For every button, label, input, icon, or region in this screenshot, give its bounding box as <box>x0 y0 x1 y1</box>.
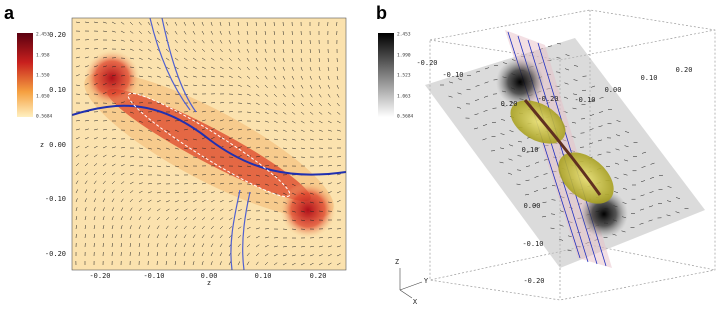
axis-tick-label: 0.10 <box>641 74 658 82</box>
y-axis-label: z <box>40 141 44 149</box>
colorbar-label: 2.453 <box>397 32 411 38</box>
colorbar <box>17 33 33 117</box>
colorbar-label: 1.550 <box>36 73 50 79</box>
y-tick-label: -0.10 <box>45 195 66 203</box>
density-peak <box>280 182 336 238</box>
axis-tick-label: -0.10 <box>442 71 463 79</box>
colorbar-label: 0.5684 <box>397 114 414 120</box>
axis-tick-label: -0.10 <box>574 96 595 104</box>
axis-triad <box>400 268 422 298</box>
triad-label: X <box>413 298 418 306</box>
x-tick-label: -0.10 <box>143 272 164 280</box>
axis-tick-label: 0.10 <box>522 146 539 154</box>
x-axis-label: z <box>207 279 211 287</box>
field-plot <box>69 18 349 270</box>
colorbar-label: 1.958 <box>36 53 50 59</box>
axis-tick-label: -0.10 <box>522 240 543 248</box>
colorbar-label: 1.050 <box>36 94 50 100</box>
y-tick-label: 0.00 <box>49 141 66 149</box>
y-tick-label: 0.10 <box>49 86 66 94</box>
panel-label: b <box>376 3 387 23</box>
triad-label: Z <box>395 258 399 266</box>
axis-tick-label: 0.20 <box>676 66 693 74</box>
axis-tick-label: -0.20 <box>537 95 558 103</box>
triad-axis <box>400 282 422 290</box>
colorbar-label: 1.990 <box>397 53 411 59</box>
colorbar-label: 2.453 <box>36 32 50 38</box>
axis-tick-label: 0.00 <box>524 202 541 210</box>
colorbar-label: 1.523 <box>397 73 411 79</box>
y-tick-label: 0.20 <box>49 31 66 39</box>
colorbar-label: 1.063 <box>397 94 411 100</box>
axis-tick-label: 0.00 <box>605 86 622 94</box>
axis-tick-label: -0.20 <box>416 59 437 67</box>
x-tick-label: 0.10 <box>255 272 272 280</box>
colorbar-label: 0.5684 <box>36 114 53 120</box>
x-tick-label: -0.20 <box>89 272 110 280</box>
x-tick-label: 0.20 <box>310 272 327 280</box>
axis-tick-label: -0.20 <box>523 277 544 285</box>
y-tick-label: -0.20 <box>45 250 66 258</box>
axis-tick-label: 0.20 <box>501 100 518 108</box>
colorbar <box>378 33 394 117</box>
panel-label: a <box>4 3 15 23</box>
triad-axis <box>400 290 412 298</box>
triad-label: Y <box>424 277 429 285</box>
